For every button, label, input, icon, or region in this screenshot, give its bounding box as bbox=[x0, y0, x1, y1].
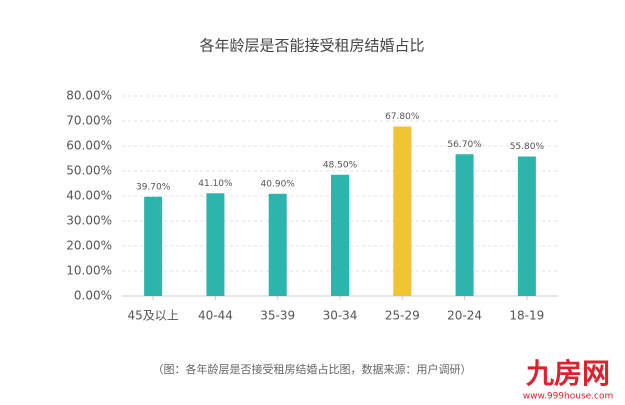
value-label: 39.70% bbox=[136, 182, 171, 192]
y-tick-label: 10.00% bbox=[66, 264, 112, 278]
bar bbox=[455, 154, 474, 296]
bar bbox=[206, 193, 225, 296]
bar bbox=[268, 193, 287, 296]
x-tick-label: 30-34 bbox=[323, 309, 358, 323]
bar bbox=[144, 196, 163, 296]
footnote: （图：各年龄层是否接受租房结婚占比图，数据来源：用户调研） bbox=[153, 362, 472, 376]
x-tick-label: 18-19 bbox=[509, 309, 544, 323]
x-tick-label: 25-29 bbox=[385, 309, 420, 323]
value-label: 48.50% bbox=[323, 160, 358, 170]
bar bbox=[393, 126, 412, 296]
value-label: 55.80% bbox=[510, 142, 545, 152]
watermark-url: www.999house.com bbox=[523, 392, 614, 402]
y-tick-label: 70.00% bbox=[66, 114, 112, 128]
bar bbox=[517, 156, 536, 296]
x-tick-label: 35-39 bbox=[260, 309, 295, 323]
value-label: 41.10% bbox=[198, 179, 233, 189]
x-tick-label: 20-24 bbox=[447, 309, 482, 323]
x-tick-label: 45及以上 bbox=[128, 309, 179, 323]
y-tick-label: 40.00% bbox=[66, 189, 112, 203]
y-tick-label: 50.00% bbox=[66, 164, 112, 178]
bar bbox=[331, 174, 349, 296]
y-tick-label: 30.00% bbox=[66, 214, 112, 228]
chart-title: 各年龄层是否能接受租房结婚占比 bbox=[199, 37, 424, 55]
watermark-brand: 九房网 bbox=[526, 357, 610, 390]
x-tick-label: 40-44 bbox=[198, 309, 233, 323]
y-tick-label: 0.00% bbox=[74, 289, 112, 303]
value-label: 40.90% bbox=[261, 179, 296, 189]
y-tick-label: 60.00% bbox=[66, 139, 112, 153]
y-tick-label: 20.00% bbox=[66, 239, 112, 253]
value-label: 56.70% bbox=[447, 140, 482, 150]
value-label: 67.80% bbox=[385, 112, 420, 122]
y-tick-label: 80.00% bbox=[66, 89, 112, 103]
